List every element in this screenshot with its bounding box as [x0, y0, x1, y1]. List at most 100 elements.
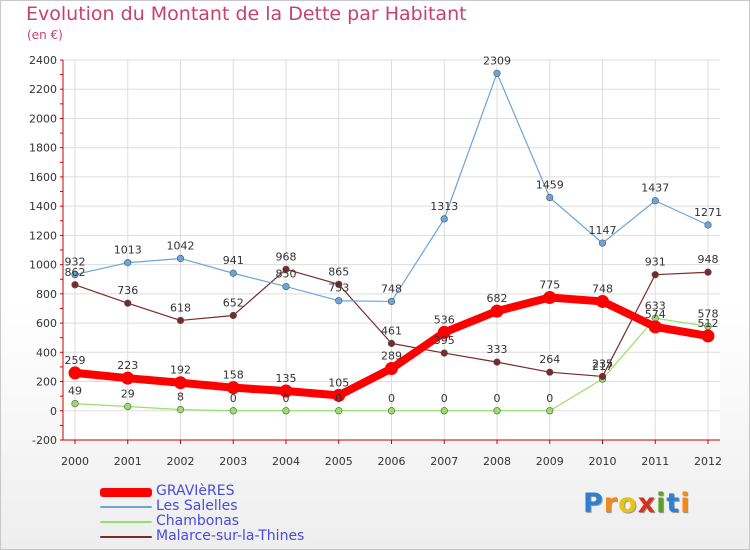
data-point-1 [546, 193, 554, 202]
data-point-1 [335, 297, 343, 305]
data-point-2 [282, 407, 290, 415]
data-point-1 [282, 282, 290, 291]
data-point-1 [440, 215, 448, 223]
data-point-3 [282, 265, 290, 273]
data-label-2: 49 [68, 385, 82, 398]
data-point-0 [226, 381, 240, 395]
data-label-3: 333 [487, 343, 508, 356]
data-point-1 [387, 297, 396, 306]
data-point-1 [493, 69, 501, 77]
data-point-1 [229, 269, 237, 277]
legend-swatch-gravieres [100, 488, 152, 497]
data-label-3: 264 [539, 353, 560, 366]
logo-letter: x [637, 488, 657, 519]
data-label-0: 536 [434, 313, 455, 326]
data-label-2: 633 [645, 299, 666, 312]
data-label-2: 29 [121, 388, 135, 401]
data-point-0 [121, 371, 135, 385]
logo-letter: t [666, 488, 681, 519]
data-label-1: 2309 [483, 54, 511, 67]
legend-swatch-malarce [100, 536, 152, 538]
data-point-3 [704, 268, 712, 276]
data-label-2: 8 [177, 391, 184, 404]
x-tick-label: 2001 [114, 455, 142, 468]
x-tick-label: 2006 [378, 455, 406, 468]
data-label-3: 968 [276, 250, 297, 263]
data-label-3: 948 [698, 253, 719, 266]
data-label-0: 105 [328, 376, 349, 389]
data-label-3: 235 [592, 357, 613, 370]
data-label-0: 512 [698, 317, 719, 330]
data-label-0: 775 [539, 279, 560, 292]
x-tick-label: 2004 [272, 455, 300, 468]
data-point-2 [71, 400, 79, 408]
data-point-0 [385, 362, 398, 376]
data-point-2 [124, 402, 132, 411]
data-point-0 [332, 388, 346, 402]
logo-letter: r [603, 488, 619, 519]
data-label-3: 862 [65, 266, 86, 279]
logo-letter: P [583, 488, 604, 519]
x-tick-label: 2005 [325, 455, 353, 468]
y-tick-label: 2200 [29, 83, 57, 96]
data-point-3 [229, 311, 237, 320]
data-point-1 [598, 239, 607, 247]
y-tick-label: 800 [36, 288, 57, 301]
data-label-0: 223 [117, 359, 138, 372]
data-label-1: 1437 [641, 182, 669, 195]
data-label-1: 1313 [430, 200, 458, 213]
data-label-1: 1013 [114, 244, 142, 257]
data-point-2 [440, 407, 448, 415]
data-point-2 [335, 407, 343, 415]
chart-subtitle: (en €) [27, 28, 63, 42]
data-label-2: 0 [230, 392, 237, 405]
y-tick-label: 1600 [29, 171, 57, 184]
y-tick-label: 400 [36, 346, 57, 359]
data-label-1: 748 [381, 282, 402, 295]
data-point-0 [596, 294, 609, 308]
legend-label-les-salelles: Les Salelles [156, 498, 238, 514]
data-label-3: 618 [170, 301, 191, 314]
data-point-0 [279, 384, 293, 398]
legend-label-gravieres: GRAVIèRES [156, 483, 235, 499]
proxiti-logo: Proxiti [583, 488, 691, 519]
data-label-1: 932 [65, 256, 86, 269]
x-tick-label: 2007 [430, 455, 458, 468]
data-point-2 [493, 407, 501, 415]
data-label-1: 1042 [167, 239, 195, 252]
data-point-0 [174, 376, 187, 390]
data-point-0 [701, 329, 715, 343]
data-label-3: 736 [117, 284, 138, 297]
chart-title: Evolution du Montant de la Dette par Hab… [26, 3, 467, 25]
data-label-1: 941 [223, 254, 244, 267]
legend-swatch-les-salelles [100, 506, 152, 508]
data-label-2: 217 [592, 360, 613, 373]
data-label-1: 1147 [589, 224, 617, 237]
data-label-2: 0 [388, 392, 395, 405]
data-point-1 [176, 254, 185, 263]
data-label-3: 931 [645, 256, 666, 269]
data-label-2: 0 [546, 392, 553, 405]
data-point-3 [176, 316, 185, 325]
y-tick-label: 1000 [29, 259, 57, 272]
data-point-1 [124, 259, 132, 267]
data-point-0 [543, 291, 557, 304]
data-point-2 [546, 407, 554, 415]
x-tick-label: 2010 [589, 455, 617, 468]
y-tick-label: 0 [50, 405, 57, 418]
data-point-2 [176, 406, 185, 414]
data-point-3 [546, 368, 554, 376]
logo-letter: o [618, 488, 638, 519]
data-label-1: 1459 [536, 179, 564, 192]
data-point-2 [229, 407, 237, 415]
data-point-0 [648, 320, 662, 334]
x-tick-label: 2003 [219, 455, 247, 468]
data-label-0: 259 [65, 354, 86, 367]
data-point-3 [71, 281, 79, 289]
x-tick-label: 2008 [483, 455, 511, 468]
data-point-3 [335, 280, 343, 288]
data-label-0: 192 [170, 364, 191, 377]
data-point-0 [437, 325, 451, 339]
x-tick-label: 2002 [167, 455, 195, 468]
